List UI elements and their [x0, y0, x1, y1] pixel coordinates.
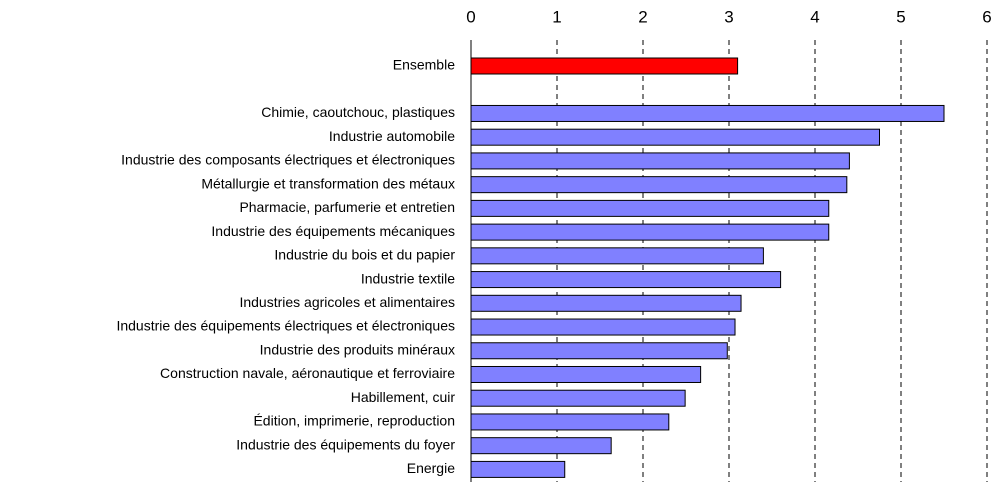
bar [470, 199, 830, 217]
y-tick-label: Industrie du bois et du papier [274, 247, 455, 263]
x-tick-label: 1 [552, 7, 561, 26]
bar [470, 57, 739, 75]
y-tick-label: Industrie des équipements mécaniques [211, 223, 455, 239]
y-tick-label: Industrie des équipements du foyer [236, 436, 455, 452]
bar [470, 365, 702, 383]
x-tick-label: 3 [724, 7, 733, 26]
x-tick-label: 0 [466, 7, 475, 26]
y-tick-label: Habillement, cuir [351, 389, 456, 405]
bar [470, 247, 764, 265]
y-tick-label: Métallurgie et transformation des métaux [201, 175, 455, 191]
bar [470, 128, 880, 146]
x-tick-label: 2 [638, 7, 647, 26]
bar [470, 460, 566, 478]
bar [470, 294, 742, 312]
y-tick-label: Industrie des équipements électriques et… [116, 318, 455, 334]
y-tick-label: Ensemble [393, 57, 455, 73]
bar [470, 413, 670, 431]
bar [470, 223, 830, 241]
y-tick-label: Energie [407, 460, 455, 476]
bar [470, 176, 848, 194]
y-tick-label: Industrie des composants électriques et … [121, 152, 455, 168]
bar [470, 389, 686, 407]
y-tick-label: Chimie, caoutchouc, plastiques [261, 104, 455, 120]
y-tick-label: Industries agricoles et alimentaires [239, 294, 455, 310]
bar [470, 152, 850, 170]
y-tick-label: Industrie textile [361, 270, 455, 286]
y-tick-label: Industrie des produits minéraux [260, 341, 455, 357]
x-tick-label: 6 [982, 7, 991, 26]
bar [470, 342, 728, 360]
bar [470, 104, 945, 122]
bar [470, 437, 612, 455]
y-tick-label: Industrie automobile [329, 128, 455, 144]
bar [470, 318, 736, 336]
bar [470, 271, 782, 289]
y-tick-label: Construction navale, aéronautique et fer… [160, 365, 455, 381]
x-tick-label: 5 [896, 7, 905, 26]
y-tick-label: Pharmacie, parfumerie et entretien [239, 199, 455, 215]
y-tick-label: Édition, imprimerie, reproduction [253, 413, 455, 429]
x-tick-label: 4 [810, 7, 819, 26]
